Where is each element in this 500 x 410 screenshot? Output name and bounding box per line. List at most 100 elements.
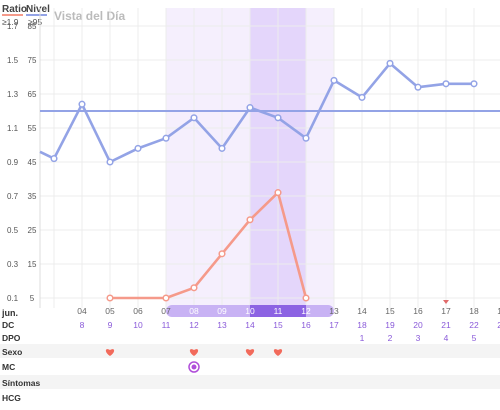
nivel-max: ≥95 <box>28 17 42 27</box>
data-point-blue <box>162 134 170 142</box>
data-point-pink <box>302 294 310 302</box>
nivel-tick-label: 25 <box>28 226 37 235</box>
nivel-tick-label: 45 <box>28 158 37 167</box>
date-band-peak <box>250 305 306 317</box>
dc-value: 22 <box>469 320 479 330</box>
ratio-max: ≥1.9 <box>2 17 19 27</box>
data-point-blue <box>190 114 198 122</box>
date-tick-label: 05 <box>105 306 115 316</box>
date-tick-label: 11 <box>274 306 283 316</box>
data-point-pink <box>106 294 114 302</box>
heart-icon <box>105 349 115 356</box>
dc-value: 14 <box>245 320 255 330</box>
nivel-tick-label: 55 <box>28 124 37 133</box>
date-tick-label: 16 <box>413 306 423 316</box>
nivel-tick-label: 85 <box>28 22 37 31</box>
date-tick-label: 12 <box>301 306 311 316</box>
ratio-label: Ratio <box>2 4 27 15</box>
date-tick-label: 09 <box>217 306 227 316</box>
dc-value: 12 <box>189 320 199 330</box>
ratio-tick-label: 0.7 <box>7 192 19 201</box>
dc-value: 16 <box>301 320 311 330</box>
data-point-pink <box>218 250 226 258</box>
chart-title: Vista del Día <box>54 9 125 23</box>
nivel-tick-label: 15 <box>28 260 37 269</box>
ratio-tick-label: 1.7 <box>7 22 19 31</box>
data-point-blue <box>442 80 450 88</box>
data-point-blue <box>330 76 338 84</box>
date-tick-label: 13 <box>329 306 339 316</box>
row-dpo-label: DPO <box>2 333 21 343</box>
heart-icon <box>245 349 255 356</box>
date-tick-label: 18 <box>469 306 479 316</box>
dc-value: 20 <box>413 320 423 330</box>
ratio-tick-label: 1.5 <box>7 56 19 65</box>
data-point-blue <box>246 104 254 112</box>
dpo-value: 1 <box>360 333 365 343</box>
nivel-tick-label: 75 <box>28 56 37 65</box>
today-marker-icon <box>443 300 449 304</box>
month-label: jun. <box>1 308 18 318</box>
date-tick-label: 04 <box>77 306 87 316</box>
dc-value: 10 <box>133 320 143 330</box>
dc-value: 11 <box>162 320 171 330</box>
data-point-blue <box>414 83 422 91</box>
date-tick-label: 17 <box>441 306 451 316</box>
dc-value: 23 <box>497 320 500 330</box>
chart-series <box>39 59 478 302</box>
dc-value: 8 <box>80 320 85 330</box>
ratio-tick-label: 0.5 <box>7 226 19 235</box>
data-point-blue <box>78 100 86 108</box>
date-tick-label: 15 <box>385 306 395 316</box>
dpo-value: 3 <box>416 333 421 343</box>
heart-icon <box>189 349 199 356</box>
nivel-tick-label: 65 <box>28 90 37 99</box>
dc-value: 19 <box>385 320 395 330</box>
nivel-tick-label: 35 <box>28 192 37 201</box>
date-tick-label: 06 <box>133 306 143 316</box>
data-point-blue <box>302 134 310 142</box>
chart-grid <box>39 8 500 308</box>
data-point-blue <box>470 80 478 88</box>
data-point-blue <box>386 59 394 67</box>
y-axis-ticks: 1.7 85 1.5 75 1.3 65 1.1 55 0.9 45 0.7 35 0.5 25 0.3 15… <box>7 22 37 303</box>
date-tick-label: 10 <box>245 306 255 316</box>
date-tick-label: 07 <box>161 306 171 316</box>
nivel-label: Nivel <box>26 4 50 15</box>
ratio-tick-label: 0.1 <box>7 294 19 303</box>
heart-icon <box>273 349 283 356</box>
data-point-blue <box>218 144 226 152</box>
row-hcg-label: HCG <box>2 393 21 403</box>
dc-value: 15 <box>273 320 283 330</box>
ratio-tick-label: 0.3 <box>7 260 19 269</box>
data-point-pink <box>274 189 282 197</box>
dc-value: 18 <box>357 320 367 330</box>
data-point-pink <box>162 294 170 302</box>
dc-value: 21 <box>441 320 451 330</box>
dpo-value: 4 <box>444 333 449 343</box>
row-dc-label: DC <box>2 320 14 330</box>
ratio-tick-label: 1.1 <box>7 124 19 133</box>
dpo-value: 5 <box>472 333 477 343</box>
row-sintomas-label: Síntomas <box>2 378 41 388</box>
dpo-value: 2 <box>388 333 393 343</box>
ratio-tick-label: 0.9 <box>7 158 19 167</box>
data-point-blue <box>106 158 114 166</box>
data-point-pink <box>190 284 198 292</box>
row-mc-label: MC <box>2 362 15 372</box>
row-stripe <box>0 375 500 389</box>
ratio-tick-label: 1.3 <box>7 90 19 99</box>
date-tick-label: 14 <box>357 306 367 316</box>
date-tick-label: 19 <box>497 306 500 316</box>
date-tick-label: 08 <box>189 306 199 316</box>
mc-icon-dot <box>191 364 197 370</box>
data-point-blue <box>50 155 58 163</box>
data-point-blue <box>358 93 366 101</box>
dc-value: 13 <box>217 320 227 330</box>
date-axis: jun. 04 05 06 07 08 09 10 11 12 13 14 15 16 17 18 19 <box>1 300 500 318</box>
data-point-pink <box>246 216 254 224</box>
nivel-tick-label: 5 <box>30 294 35 303</box>
row-sexo-label: Sexo <box>2 347 22 357</box>
